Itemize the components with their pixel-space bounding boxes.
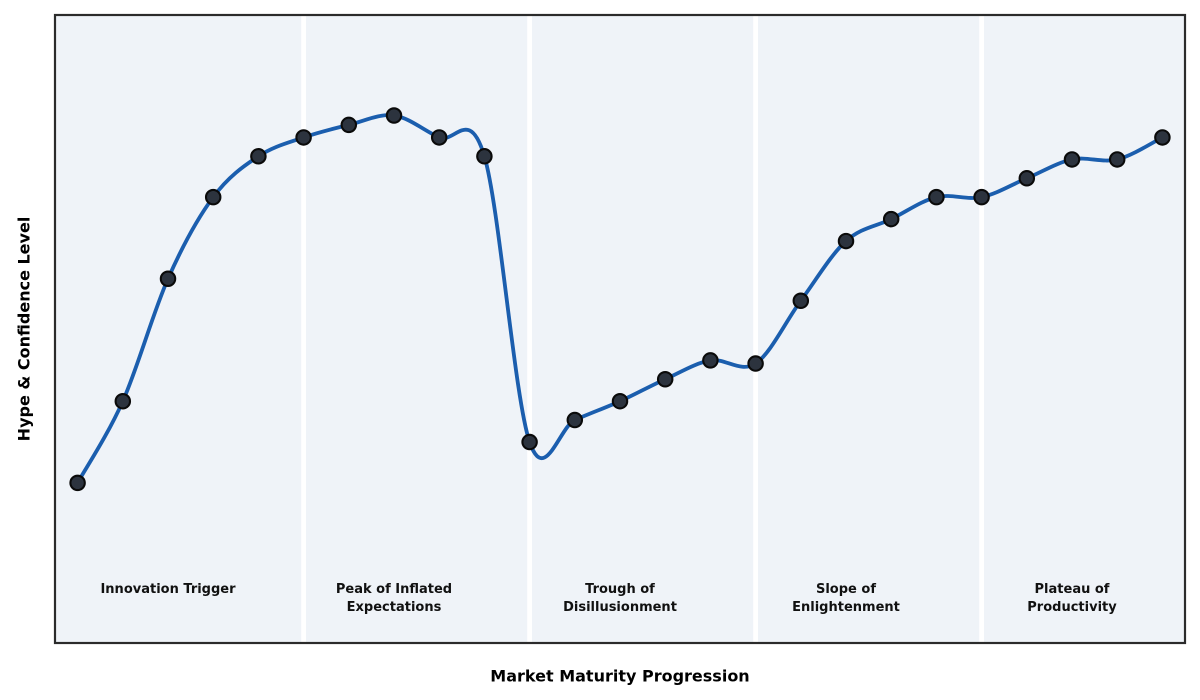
data-point-marker	[837, 232, 855, 250]
data-point-marker	[928, 188, 945, 206]
data-point-marker	[521, 433, 538, 451]
data-point-marker	[566, 411, 584, 429]
data-point-marker	[792, 292, 810, 309]
data-point-marker	[340, 116, 358, 134]
phase-label-innovation-trigger: Innovation Trigger	[100, 582, 236, 597]
phase-band	[56, 16, 302, 642]
phase-label-trough-of-disillusionment: Trough of Disillusionment	[563, 582, 677, 615]
phase-label-slope-of-enlightenment: Slope of Enlightenment	[792, 582, 900, 615]
data-point-marker	[1063, 151, 1081, 168]
data-point-markers	[69, 107, 1171, 492]
data-point-marker	[159, 270, 177, 288]
data-point-marker	[1154, 129, 1171, 146]
data-point-marker	[1018, 170, 1036, 187]
data-point-marker	[882, 210, 900, 228]
y-axis-label: Hype & Confidence Level	[14, 216, 34, 442]
phase-label-plateau-of-productivity: Plateau of Productivity	[1027, 582, 1117, 615]
phase-label-peak-of-inflated-expectations: Peak of Inflated Expectations	[335, 582, 453, 615]
phase-bands	[56, 16, 1184, 642]
data-point-marker	[69, 474, 86, 492]
data-point-marker	[702, 352, 719, 369]
data-point-marker	[611, 392, 629, 410]
data-point-marker	[295, 129, 312, 146]
data-point-marker	[385, 107, 403, 124]
data-point-marker	[476, 148, 493, 165]
x-axis-label: Market Maturity Progression	[490, 666, 750, 686]
data-point-marker	[747, 355, 764, 372]
data-point-marker	[656, 370, 674, 388]
plot-frame	[53, 13, 1187, 645]
data-point-marker	[114, 392, 132, 410]
data-point-marker	[1108, 151, 1126, 168]
data-point-marker	[204, 188, 222, 206]
data-point-marker	[973, 188, 990, 206]
data-point-marker	[250, 148, 267, 165]
phase-band	[758, 16, 980, 642]
data-point-marker	[430, 129, 448, 146]
phase-band	[532, 16, 754, 642]
phase-band	[984, 16, 1184, 642]
phase-band	[306, 16, 528, 642]
